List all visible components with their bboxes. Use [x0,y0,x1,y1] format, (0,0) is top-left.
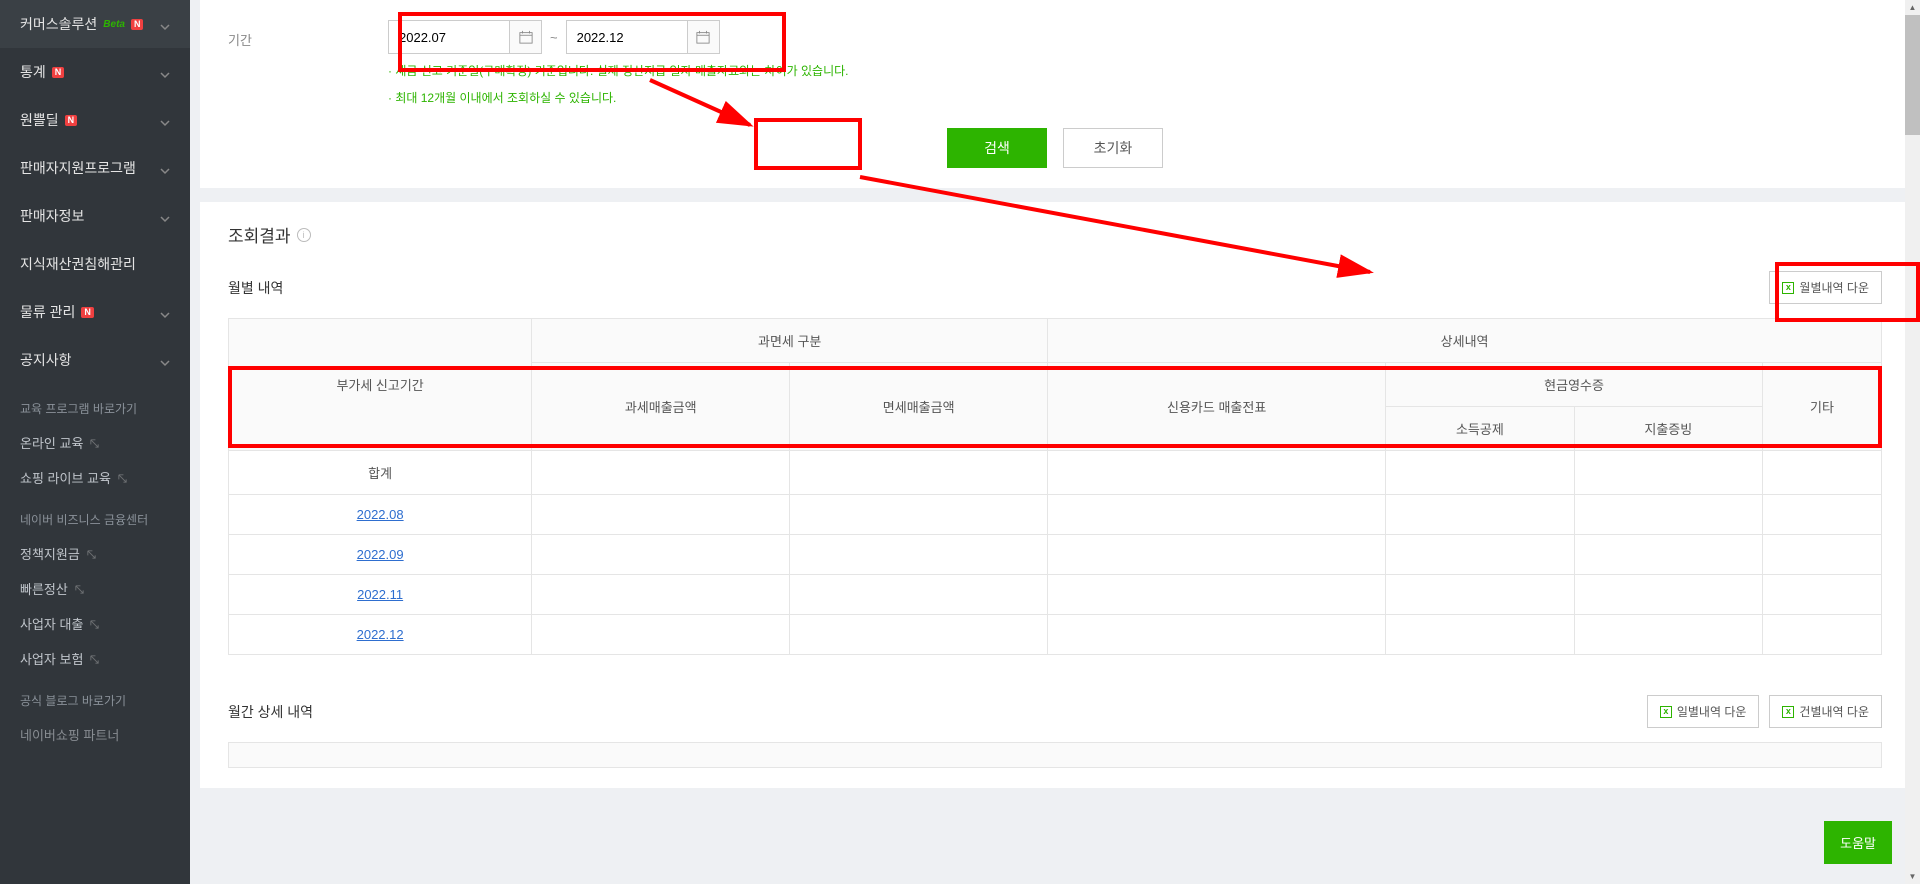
sidebar-section-finance: 네이버 비즈니스 금융센터 [0,495,190,536]
daily-download-button[interactable]: x 일별내역 다운 [1647,695,1760,728]
chevron-down-icon [160,211,170,221]
sidebar-item-label: 물류 관리 [20,302,75,322]
chevron-down-icon [160,355,170,365]
excel-icon: x [1782,706,1794,718]
info-icon[interactable]: i [297,228,311,242]
sidebar-item-seller-info[interactable]: 판매자정보 [0,192,190,240]
period-link[interactable]: 2022.11 [229,575,532,615]
col-tax-category: 과면세 구분 [532,319,1048,363]
external-link-icon [86,548,97,559]
scrollbar-thumb[interactable] [1905,15,1920,135]
excel-icon: x [1660,706,1672,718]
help-button[interactable]: 도움말 [1824,821,1892,864]
sidebar-link-fast-settle[interactable]: 빠른정산 [0,571,190,606]
sidebar-item-oneplus[interactable]: 원쁠딜 N [0,96,190,144]
external-link-icon [89,618,100,629]
table-row: 2022.09 [229,535,1882,575]
detail-title: 월간 상세 내역 [228,702,313,722]
sidebar-item-ip[interactable]: 지식재산권침해관리 [0,240,190,288]
sidebar-link-partner[interactable]: 네이버쇼핑 파트너 [0,717,190,752]
period-link[interactable]: 2022.09 [229,535,532,575]
results-panel: 조회결과 i 월별 내역 x 월별내역 다운 부가세 신고기간 과면세 구분 상… [200,202,1910,788]
calendar-button-to[interactable] [687,21,719,53]
sidebar-link-biz-insurance[interactable]: 사업자 보험 [0,641,190,676]
new-badge: N [131,19,144,30]
sidebar-item-label: 공지사항 [20,350,72,370]
chevron-down-icon [160,115,170,125]
results-title: 조회결과 i [228,222,1882,247]
sidebar-section-education: 교육 프로그램 바로가기 [0,384,190,425]
period-note-2: · 최대 12개월 이내에서 조회하실 수 있습니다. [388,89,848,108]
scrollbar[interactable]: ▲ ▼ [1905,0,1920,884]
new-badge: N [65,115,78,126]
monthly-download-button[interactable]: x 월별내역 다운 [1769,271,1882,304]
case-download-button[interactable]: x 건별내역 다운 [1769,695,1882,728]
calendar-icon [696,30,710,44]
scrollbar-up-icon[interactable]: ▲ [1905,0,1920,15]
search-panel: 기간 ~ [200,0,1910,188]
sidebar-item-label: 원쁠딜 [20,110,59,130]
period-link[interactable]: 2022.12 [229,615,532,655]
date-to-input[interactable] [567,21,687,53]
period-note-1: · 세금 신고 기준일(구매확정) 기준입니다. 실제 정산지급 일자 매출자료… [388,62,848,81]
sidebar-link-policy-fund[interactable]: 정책지원금 [0,536,190,571]
chevron-down-icon [160,307,170,317]
sidebar-link-biz-loan[interactable]: 사업자 대출 [0,606,190,641]
sidebar-link-online-edu[interactable]: 온라인 교육 [0,425,190,460]
col-income-deduction: 소득공제 [1386,407,1574,451]
tilde-separator: ~ [550,30,558,45]
col-taxable: 과세매출금액 [532,363,790,451]
new-badge: N [52,67,65,78]
sidebar-item-label: 커머스솔루션 [20,14,97,34]
col-expense-proof: 지출증빙 [1574,407,1762,451]
sidebar-item-commerce[interactable]: 커머스솔루션 Beta N [0,0,190,48]
sidebar-section-blog: 공식 블로그 바로가기 [0,676,190,717]
col-detail: 상세내역 [1048,319,1882,363]
chevron-down-icon [160,67,170,77]
sidebar-item-stats[interactable]: 통계 N [0,48,190,96]
external-link-icon [74,583,85,594]
monthly-table: 부가세 신고기간 과면세 구분 상세내역 과세매출금액 면세매출금액 신용카드 … [228,318,1882,655]
date-from-input[interactable] [389,21,509,53]
calendar-button-from[interactable] [509,21,541,53]
period-label: 기간 [228,20,368,49]
excel-icon: x [1782,282,1794,294]
calendar-icon [519,30,533,44]
external-link-icon [117,472,128,483]
reset-button[interactable]: 초기화 [1063,128,1163,168]
main-content: 기간 ~ [190,0,1920,884]
sidebar-item-notice[interactable]: 공지사항 [0,336,190,384]
col-exempt: 면세매출금액 [790,363,1048,451]
period-link[interactable]: 2022.08 [229,495,532,535]
sidebar-item-label: 지식재산권침해관리 [20,254,136,274]
date-range: ~ [388,20,848,54]
chevron-down-icon [160,163,170,173]
sidebar-item-seller-support[interactable]: 판매자지원프로그램 [0,144,190,192]
sidebar-item-label: 통계 [20,62,46,82]
table-row: 2022.08 [229,495,1882,535]
col-cash-receipt: 현금영수증 [1386,363,1763,407]
search-button[interactable]: 검색 [947,128,1047,168]
beta-badge: Beta [103,19,125,30]
col-card: 신용카드 매출전표 [1048,363,1386,451]
sidebar-item-label: 판매자지원프로그램 [20,158,136,178]
col-etc: 기타 [1763,363,1882,451]
sidebar-item-label: 판매자정보 [20,206,84,226]
table-row-total: 합계 [229,451,1882,495]
chevron-down-icon [160,19,170,29]
detail-table [228,742,1882,768]
sidebar-item-logistics[interactable]: 물류 관리 N [0,288,190,336]
total-label: 합계 [229,451,532,495]
new-badge: N [81,307,94,318]
external-link-icon [89,653,100,664]
sidebar-link-live-edu[interactable]: 쇼핑 라이브 교육 [0,460,190,495]
col-vat-period: 부가세 신고기간 [229,319,532,451]
external-link-icon [89,437,100,448]
scrollbar-down-icon[interactable]: ▼ [1905,869,1920,884]
monthly-title: 월별 내역 [228,278,283,298]
table-row: 2022.11 [229,575,1882,615]
sidebar: 커머스솔루션 Beta N 통계 N 원쁠딜 N 판매자지원프로그램 [0,0,190,884]
table-row: 2022.12 [229,615,1882,655]
